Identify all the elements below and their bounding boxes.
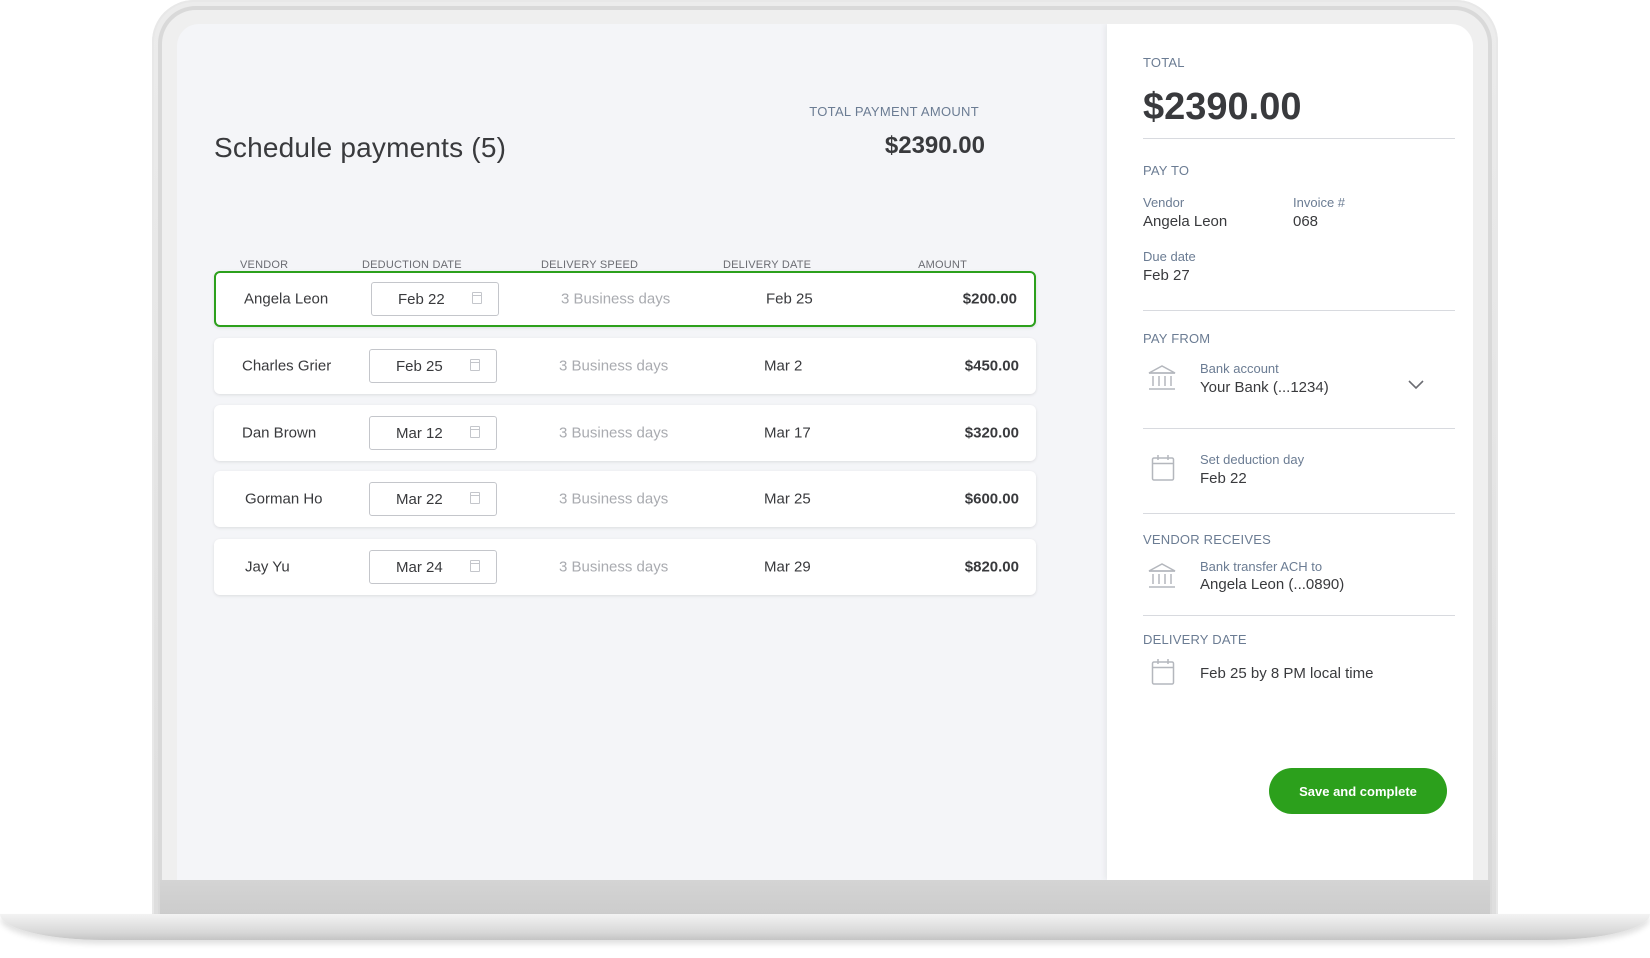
vendor-name: Jay Yu xyxy=(245,558,290,576)
column-header-delivery-date: DELIVERY DATE xyxy=(723,259,812,271)
vendor-value: Angela Leon xyxy=(1143,213,1228,230)
calendar-icon[interactable] xyxy=(470,560,480,572)
vendor-name: Angela Leon xyxy=(244,290,329,308)
app-screen: Schedule payments (5) TOTAL PAYMENT AMOU… xyxy=(177,24,1473,880)
divider xyxy=(1143,615,1455,616)
laptop-base xyxy=(0,914,1650,940)
pay-to-label: PAY TO xyxy=(1143,163,1190,178)
delivery-date-label: DELIVERY DATE xyxy=(1143,632,1247,647)
delivery-speed: 3 Business days xyxy=(559,558,669,576)
divider xyxy=(1143,428,1455,429)
divider xyxy=(1143,513,1455,514)
due-date-value: Feb 27 xyxy=(1143,267,1190,284)
calendar-icon[interactable] xyxy=(470,426,480,438)
payment-amount: $820.00 xyxy=(964,558,1019,576)
delivery-speed: 3 Business days xyxy=(559,357,669,375)
bank-icon xyxy=(1148,365,1176,390)
deduction-day-label: Set deduction day xyxy=(1200,452,1305,467)
table-row[interactable]: Jay Yu Mar 24 3 Business days Mar 29 $82… xyxy=(214,539,1036,595)
deduction-date-value: Feb 25 xyxy=(396,358,443,375)
delivery-date: Mar 25 xyxy=(764,490,811,508)
transfer-method-value: Angela Leon (...0890) xyxy=(1200,576,1345,593)
bank-icon xyxy=(1148,563,1176,588)
due-date-label: Due date xyxy=(1143,249,1196,264)
calendar-icon[interactable] xyxy=(472,292,482,304)
delivery-speed: 3 Business days xyxy=(559,490,669,508)
chevron-down-icon[interactable] xyxy=(1407,378,1425,390)
deduction-date-field[interactable]: Mar 12 xyxy=(369,416,497,450)
sidebar-total-value: $2390.00 xyxy=(1143,86,1302,128)
delivery-date-value: Feb 25 by 8 PM local time xyxy=(1200,665,1374,682)
column-header-amount: AMOUNT xyxy=(918,259,967,271)
calendar-icon xyxy=(1151,659,1175,685)
calendar-icon xyxy=(1151,455,1175,481)
column-header-vendor: VENDOR xyxy=(240,259,289,271)
total-payment-label: TOTAL PAYMENT AMOUNT xyxy=(809,104,979,119)
table-row[interactable]: Gorman Ho Mar 22 3 Business days Mar 25 … xyxy=(214,471,1036,527)
total-payment-value: $2390.00 xyxy=(884,132,985,159)
payment-details-sidebar: TOTAL $2390.00 PAY TO Vendor Angela Leon… xyxy=(1107,24,1473,880)
deduction-date-value: Feb 22 xyxy=(398,291,445,308)
column-header-delivery-speed: DELIVERY SPEED xyxy=(541,259,639,271)
payment-amount: $320.00 xyxy=(964,424,1019,442)
bank-account-selector[interactable]: Bank account Your Bank (...1234) xyxy=(1143,358,1443,402)
deduction-date-field[interactable]: Feb 22 xyxy=(371,282,499,316)
sidebar-total-label: TOTAL xyxy=(1143,55,1185,70)
deduction-date-value: Mar 24 xyxy=(396,559,443,576)
transfer-method-label: Bank transfer ACH to xyxy=(1200,559,1323,574)
vendor-name: Charles Grier xyxy=(242,357,332,375)
deduction-date-field[interactable]: Feb 25 xyxy=(369,349,497,383)
pay-from-label: PAY FROM xyxy=(1143,331,1211,346)
delivery-speed: 3 Business days xyxy=(559,424,669,442)
bank-account-value: Your Bank (...1234) xyxy=(1200,379,1329,396)
calendar-icon[interactable] xyxy=(470,492,480,504)
deduction-day-setter[interactable]: Set deduction day Feb 22 xyxy=(1143,448,1443,498)
table-row[interactable]: Angela Leon Feb 22 3 Business days Feb 2… xyxy=(214,271,1036,327)
save-and-complete-button[interactable]: Save and complete xyxy=(1269,768,1447,814)
vendor-label: Vendor xyxy=(1143,195,1185,210)
vendor-name: Dan Brown xyxy=(242,424,317,442)
vendor-name: Gorman Ho xyxy=(245,490,323,508)
payment-amount: $200.00 xyxy=(962,290,1017,308)
divider xyxy=(1143,310,1455,311)
table-row[interactable]: Charles Grier Feb 25 3 Business days Mar… xyxy=(214,338,1036,394)
vendor-receives-label: VENDOR RECEIVES xyxy=(1143,532,1271,547)
invoice-label: Invoice # xyxy=(1293,195,1346,210)
divider xyxy=(1143,138,1455,139)
page-title: Schedule payments (5) xyxy=(214,132,507,163)
delivery-date: Mar 17 xyxy=(764,424,811,442)
table-row[interactable]: Dan Brown Mar 12 3 Business days Mar 17 … xyxy=(214,405,1036,461)
invoice-value: 068 xyxy=(1293,213,1319,230)
delivery-date: Mar 2 xyxy=(764,357,803,375)
payment-amount: $450.00 xyxy=(964,357,1019,375)
laptop-chin xyxy=(160,880,1490,920)
bank-account-label: Bank account xyxy=(1200,361,1279,376)
column-header-deduction-date: DEDUCTION DATE xyxy=(362,259,462,271)
deduction-date-field[interactable]: Mar 24 xyxy=(369,550,497,584)
deduction-date-value: Mar 12 xyxy=(396,425,443,442)
deduction-date-value: Mar 22 xyxy=(396,491,443,508)
payment-amount: $600.00 xyxy=(964,490,1019,508)
deduction-date-field[interactable]: Mar 22 xyxy=(369,482,497,516)
deduction-day-value: Feb 22 xyxy=(1200,470,1247,487)
calendar-icon[interactable] xyxy=(470,359,480,371)
delivery-date: Mar 29 xyxy=(764,558,811,576)
delivery-speed: 3 Business days xyxy=(561,290,671,308)
delivery-date: Feb 25 xyxy=(766,290,813,308)
